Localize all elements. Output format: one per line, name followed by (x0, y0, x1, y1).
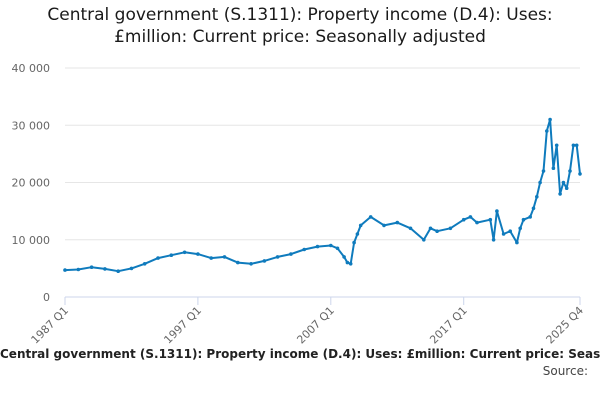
data-point[interactable] (396, 221, 400, 225)
data-point[interactable] (548, 118, 552, 122)
data-point[interactable] (489, 218, 493, 222)
data-point[interactable] (329, 244, 333, 248)
data-point[interactable] (568, 169, 572, 173)
data-point[interactable] (508, 229, 512, 233)
data-point[interactable] (515, 241, 519, 245)
data-point[interactable] (77, 268, 81, 272)
data-point[interactable] (236, 261, 240, 265)
data-point[interactable] (346, 261, 350, 265)
data-point[interactable] (572, 144, 576, 148)
data-point[interactable] (156, 256, 160, 260)
data-point[interactable] (538, 181, 542, 185)
y-tick-label: 10 000 (12, 234, 51, 247)
data-point[interactable] (532, 207, 536, 211)
data-point[interactable] (558, 192, 562, 196)
data-point[interactable] (316, 245, 320, 249)
data-point[interactable] (223, 255, 227, 259)
gridlines (65, 68, 580, 297)
data-point[interactable] (356, 232, 360, 236)
data-point[interactable] (382, 224, 386, 228)
data-point[interactable] (196, 252, 200, 256)
data-point[interactable] (342, 255, 346, 259)
data-point[interactable] (289, 252, 293, 256)
x-tick-label: 2007 Q1 (294, 304, 337, 347)
x-tick-label: 2017 Q1 (427, 304, 470, 347)
data-point[interactable] (449, 227, 453, 231)
data-point[interactable] (63, 268, 67, 272)
data-point[interactable] (263, 259, 267, 263)
data-point[interactable] (435, 229, 439, 233)
series (63, 118, 582, 273)
y-tick-label: 40 000 (12, 62, 51, 75)
data-point[interactable] (462, 218, 466, 222)
data-point[interactable] (535, 195, 539, 199)
data-point[interactable] (575, 144, 579, 148)
data-point[interactable] (359, 224, 363, 228)
data-point[interactable] (492, 238, 496, 242)
footer-caption: Central government (S.1311): Property in… (0, 347, 600, 363)
y-tick-label: 0 (43, 291, 50, 304)
y-tick-label: 20 000 (12, 177, 51, 190)
data-point[interactable] (522, 218, 526, 222)
data-point[interactable] (578, 172, 582, 176)
data-point[interactable] (183, 251, 187, 255)
data-point[interactable] (518, 227, 522, 231)
data-point[interactable] (276, 255, 280, 259)
data-point[interactable] (469, 215, 473, 219)
data-point[interactable] (130, 267, 134, 271)
source-label: Source: (543, 364, 588, 378)
x-axis-tick-labels: 1987 Q1 1997 Q1 2007 Q1 2017 Q1 2025 Q4 (29, 297, 587, 346)
data-point[interactable] (103, 267, 107, 271)
y-axis-tick-labels: 0 10 000 20 000 30 000 40 000 (12, 62, 51, 304)
data-point[interactable] (555, 144, 559, 148)
y-tick-label: 30 000 (12, 119, 51, 132)
data-point[interactable] (562, 181, 566, 185)
data-point[interactable] (349, 262, 353, 266)
data-point[interactable] (475, 221, 479, 225)
footer-caption-text: Central government (S.1311): Property in… (0, 347, 600, 361)
data-point[interactable] (528, 215, 532, 219)
data-point[interactable] (502, 232, 506, 236)
data-point[interactable] (429, 227, 433, 231)
data-point[interactable] (409, 227, 413, 231)
data-point[interactable] (302, 248, 306, 252)
data-point[interactable] (495, 209, 499, 213)
data-point[interactable] (170, 253, 174, 257)
data-point[interactable] (542, 169, 546, 173)
data-point[interactable] (209, 256, 213, 260)
data-point[interactable] (116, 269, 120, 273)
data-point[interactable] (565, 186, 569, 190)
data-point[interactable] (336, 247, 340, 251)
data-point[interactable] (422, 238, 426, 242)
data-point[interactable] (352, 241, 356, 245)
data-point[interactable] (249, 262, 253, 266)
data-point[interactable] (143, 262, 147, 266)
data-point[interactable] (90, 265, 94, 269)
x-tick-label: 1997 Q1 (161, 304, 204, 347)
data-point[interactable] (369, 215, 373, 219)
data-point[interactable] (552, 166, 556, 170)
x-tick-label: 1987 Q1 (29, 304, 72, 347)
x-tick-label: 2025 Q4 (544, 304, 587, 347)
series-line (65, 120, 580, 272)
data-point[interactable] (545, 129, 549, 133)
